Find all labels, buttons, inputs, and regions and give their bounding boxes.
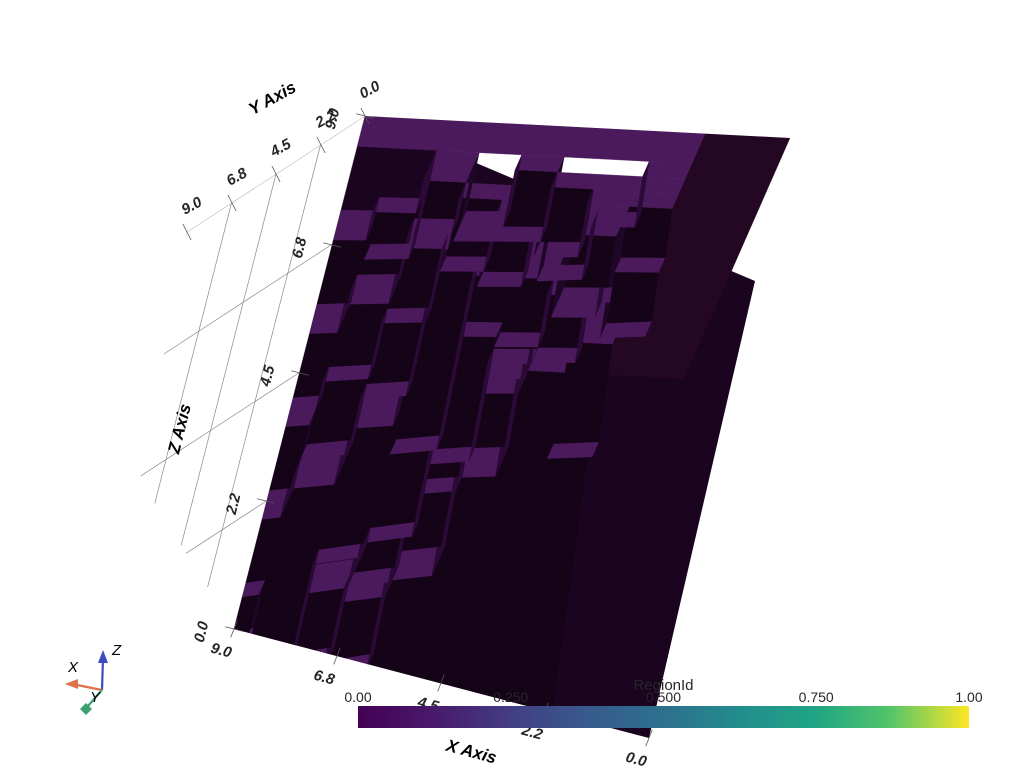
svg-text:X: X [67,659,79,676]
svg-text:Z: Z [111,642,122,659]
svg-text:0.00: 0.00 [344,689,371,705]
svg-text:0.500: 0.500 [646,689,681,705]
svg-text:0.250: 0.250 [493,689,528,705]
svg-text:1.00: 1.00 [955,689,982,705]
svg-text:Y: Y [90,689,101,706]
svg-text:0.750: 0.750 [799,689,834,705]
